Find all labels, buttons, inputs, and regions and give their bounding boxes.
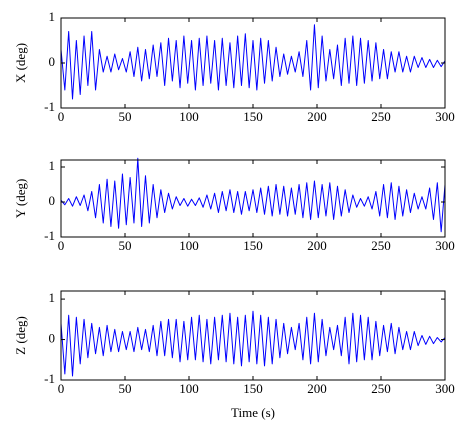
x-axis-label: Time (s) [231, 405, 275, 420]
x-tick-label: 300 [435, 381, 455, 396]
x-tick-label: 250 [371, 109, 391, 124]
y-tick-label: 0 [49, 331, 56, 346]
plot-frame [60, 290, 446, 381]
y-tick-label: 1 [49, 290, 56, 305]
signal-line [60, 24, 446, 100]
x-tick-label: 250 [371, 381, 391, 396]
y-axis-label: Y (deg) [13, 179, 28, 219]
y-tick-label: -1 [44, 371, 55, 386]
x-tick-label: 250 [371, 238, 391, 253]
x-tick-label: 200 [307, 109, 327, 124]
x-tick-label: 100 [179, 381, 199, 396]
x-tick-label: 300 [435, 238, 455, 253]
x-tick-label: 50 [119, 238, 132, 253]
y-tick-label: 0 [49, 193, 56, 208]
signal-line [60, 310, 446, 377]
y-axis-label: X (deg) [13, 43, 28, 83]
x-tick-label: 150 [243, 381, 263, 396]
x-tick-label: 200 [307, 238, 327, 253]
y-tick-label: 1 [49, 9, 56, 24]
x-tick-label: 100 [179, 238, 199, 253]
signal-line [60, 157, 446, 233]
x-tick-label: 0 [58, 238, 65, 253]
x-tick-label: 50 [119, 381, 132, 396]
x-tick-label: 300 [435, 109, 455, 124]
x-tick-label: 50 [119, 109, 132, 124]
x-tick-label: 150 [243, 109, 263, 124]
plot-frame [60, 17, 446, 109]
x-tick-label: 0 [58, 381, 65, 396]
y-axis-label: Z (deg) [13, 316, 28, 355]
x-tick-label: 200 [307, 381, 327, 396]
y-tick-label: -1 [44, 228, 55, 243]
x-tick-label: 0 [58, 109, 65, 124]
x-tick-label: 100 [179, 109, 199, 124]
y-tick-label: -1 [44, 99, 55, 114]
y-tick-label: 1 [49, 158, 56, 173]
y-tick-label: 0 [49, 54, 56, 69]
x-tick-label: 150 [243, 238, 263, 253]
